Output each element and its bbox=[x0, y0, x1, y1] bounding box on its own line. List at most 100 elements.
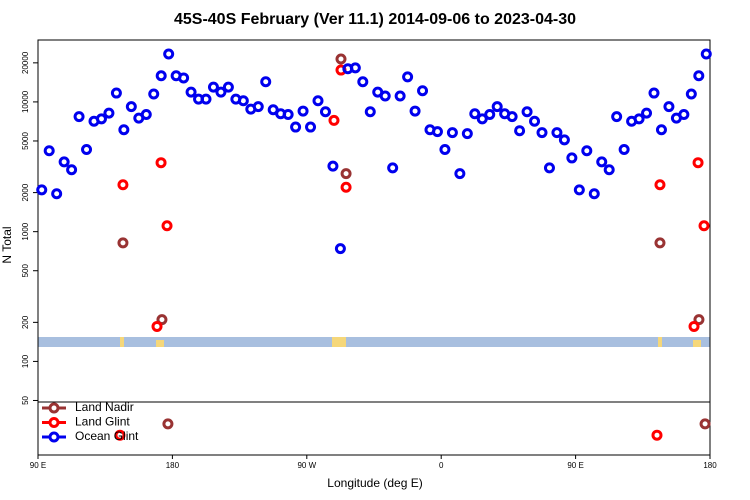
point bbox=[43, 145, 55, 157]
point bbox=[73, 111, 85, 123]
legend-label: Ocean Glint bbox=[75, 429, 139, 443]
point bbox=[581, 145, 593, 157]
x-tick-label: 0 bbox=[439, 461, 444, 470]
point bbox=[678, 108, 690, 120]
x-axis-label: Longitude (deg E) bbox=[327, 476, 422, 490]
point bbox=[588, 188, 600, 200]
point bbox=[692, 157, 704, 169]
point bbox=[536, 127, 548, 139]
point bbox=[469, 108, 481, 120]
point bbox=[484, 108, 496, 120]
point bbox=[357, 76, 369, 88]
point bbox=[439, 143, 451, 155]
point bbox=[66, 164, 78, 176]
y-tick-label: 50 bbox=[21, 395, 30, 404]
point bbox=[655, 124, 667, 136]
point bbox=[693, 314, 705, 326]
point bbox=[491, 101, 503, 113]
point bbox=[700, 48, 712, 60]
point bbox=[558, 134, 570, 146]
legend-label: Land Glint bbox=[75, 415, 130, 429]
point bbox=[140, 108, 152, 120]
y-tick-label: 10000 bbox=[21, 90, 30, 113]
point bbox=[161, 220, 173, 232]
point bbox=[364, 106, 376, 118]
point bbox=[237, 95, 249, 107]
point bbox=[698, 220, 710, 232]
point bbox=[81, 143, 93, 155]
point bbox=[454, 168, 466, 180]
point bbox=[200, 93, 212, 105]
point bbox=[514, 125, 526, 137]
point bbox=[290, 121, 302, 133]
y-tick-label: 500 bbox=[21, 264, 30, 278]
point bbox=[402, 71, 414, 83]
point bbox=[688, 320, 700, 332]
point bbox=[431, 126, 443, 138]
y-tick-label: 2000 bbox=[21, 183, 30, 201]
map-strip bbox=[38, 337, 710, 347]
point bbox=[260, 76, 272, 88]
chart-title: 45S-40S February (Ver 11.1) 2014-09-06 t… bbox=[174, 11, 576, 28]
point bbox=[340, 181, 352, 193]
point bbox=[282, 108, 294, 120]
point bbox=[529, 115, 541, 127]
point bbox=[394, 90, 406, 102]
x-tick-label: 180 bbox=[703, 461, 717, 470]
x-tick-label: 90 E bbox=[567, 461, 583, 470]
point bbox=[95, 113, 107, 125]
point bbox=[215, 86, 227, 98]
point bbox=[387, 162, 399, 174]
point bbox=[654, 237, 666, 249]
point bbox=[207, 81, 219, 93]
point bbox=[409, 105, 421, 117]
point bbox=[58, 156, 70, 168]
point bbox=[155, 70, 167, 82]
point bbox=[305, 121, 317, 133]
point bbox=[417, 85, 429, 97]
legend-marker bbox=[48, 402, 60, 414]
point bbox=[185, 86, 197, 98]
point bbox=[328, 114, 340, 126]
point bbox=[117, 237, 129, 249]
point bbox=[162, 418, 174, 430]
y-tick-label: 5000 bbox=[21, 132, 30, 150]
point bbox=[156, 314, 168, 326]
y-tick-label: 100 bbox=[21, 354, 30, 368]
point bbox=[222, 81, 234, 93]
plot-frame bbox=[37, 39, 711, 456]
x-tick-label: 90 E bbox=[30, 461, 46, 470]
x-tick-label: 180 bbox=[166, 461, 180, 470]
point bbox=[618, 143, 630, 155]
point bbox=[446, 127, 458, 139]
point bbox=[596, 156, 608, 168]
point bbox=[611, 111, 623, 123]
legend-marker bbox=[48, 417, 60, 428]
point bbox=[148, 88, 160, 100]
point bbox=[155, 157, 167, 169]
point bbox=[379, 90, 391, 102]
y-tick-label: 20000 bbox=[21, 51, 30, 74]
point bbox=[543, 162, 555, 174]
point bbox=[335, 53, 347, 65]
point bbox=[36, 184, 48, 196]
point bbox=[110, 87, 122, 99]
y-tick-label: 200 bbox=[21, 315, 30, 329]
point bbox=[693, 70, 705, 82]
point bbox=[327, 160, 339, 172]
point bbox=[566, 152, 578, 164]
point bbox=[319, 106, 331, 118]
point bbox=[117, 179, 129, 191]
point bbox=[51, 188, 63, 200]
legend-label: Land Nadir bbox=[75, 400, 134, 414]
point bbox=[654, 179, 666, 191]
point bbox=[521, 106, 533, 118]
point bbox=[297, 105, 309, 117]
point bbox=[252, 101, 264, 113]
point bbox=[334, 243, 346, 255]
point bbox=[663, 101, 675, 113]
point bbox=[312, 95, 324, 107]
point bbox=[125, 101, 137, 113]
point bbox=[349, 62, 361, 74]
point bbox=[551, 127, 563, 139]
